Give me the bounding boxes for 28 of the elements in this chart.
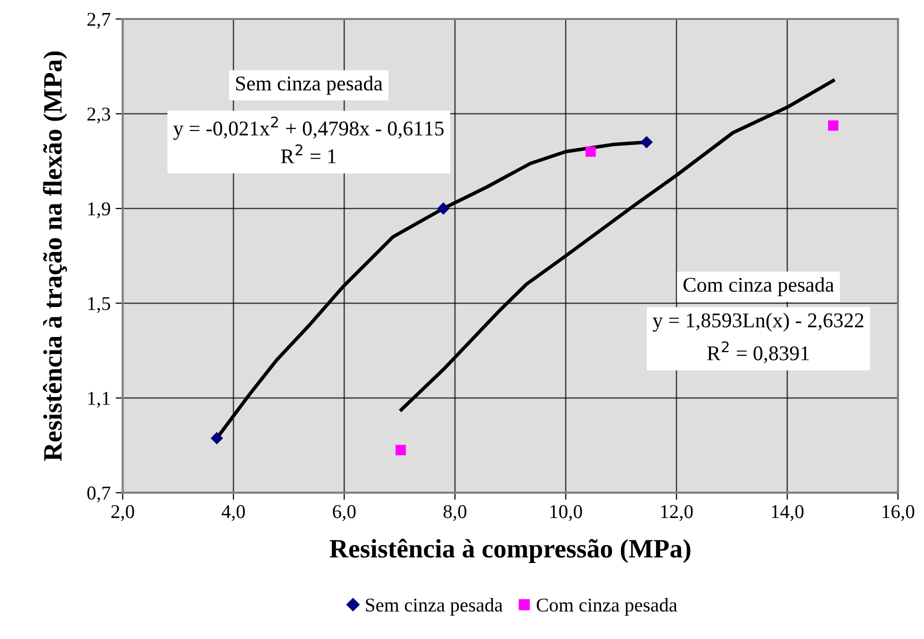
y-axis-title: Resistência à tração na flexão (MPa)	[42, 51, 68, 461]
legend-label: Sem cinza pesada	[366, 598, 503, 616]
x-tick-label: 14,0	[772, 505, 804, 521]
x-tick-label: 8,0	[444, 505, 466, 521]
legend-label: Com cinza pesada	[536, 598, 678, 616]
annotation: Com cinza pesada	[684, 277, 834, 296]
point	[437, 202, 450, 215]
point	[640, 136, 653, 148]
point	[828, 120, 838, 131]
y-tick-label: 1,1	[88, 392, 110, 408]
x-tick-label: 10,0	[550, 505, 582, 521]
x-tick-label: 4,0	[222, 505, 245, 521]
x-tick-label: 12,0	[661, 505, 693, 521]
y-tick-label: 1,9	[88, 202, 110, 218]
point	[210, 432, 224, 444]
annotation: Sem cinza pesada	[236, 76, 383, 95]
y-tick-label: 1,5	[88, 297, 110, 313]
y-tick-label: 0,7	[87, 486, 110, 502]
y-tick-label: 2,3	[87, 108, 110, 124]
x-tick-label: 6,0	[332, 505, 356, 521]
point	[586, 146, 596, 157]
annotation: y = -0,021x$^{2}$ + 0,4798x - 0,6115 R$^{2}$ = 1	[173, 116, 444, 164]
annotation: y = 1,8593Ln(x) - 2,6322 R$^{2}$ = 0,8391	[652, 312, 864, 364]
x-tick-label: 16,0	[882, 505, 914, 521]
y-tick-label: 2,7	[87, 12, 110, 29]
point	[396, 444, 406, 456]
x-tick-label: 2,0	[111, 505, 134, 521]
x-axis-title: Resistência à compressão (MPa)	[330, 538, 690, 564]
